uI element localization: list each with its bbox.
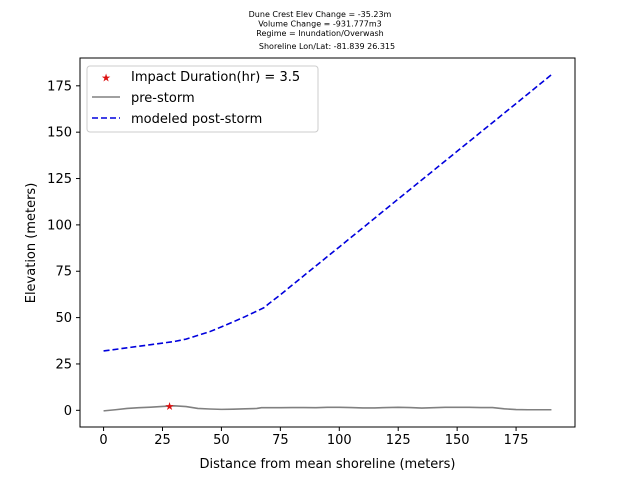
legend-marker-star: ★: [101, 72, 111, 85]
series-line-modeled-post-storm: [103, 74, 552, 352]
series-line-pre-storm: [103, 405, 552, 412]
legend: ★ Impact Duration(hr) = 3.5 pre-storm mo…: [86, 65, 319, 133]
y-tick-label: 50: [55, 311, 72, 326]
legend-label-post-storm: modeled post-storm: [131, 112, 262, 127]
title-line-4: Shoreline Lon/Lat: -81.839 26.315: [259, 42, 395, 51]
legend-label-marker: Impact Duration(hr) = 3.5: [131, 70, 300, 85]
axes-border: [79, 57, 576, 428]
x-tick-label: 25: [154, 433, 171, 448]
x-tick-label: 100: [327, 433, 352, 448]
impact-marker-star: ★: [165, 400, 175, 413]
x-tick-label: 150: [445, 433, 470, 448]
y-axis-label: Elevation (meters): [24, 183, 39, 304]
y-tick-label: 0: [64, 404, 72, 419]
x-tick-label: 75: [272, 433, 289, 448]
y-axis: 0 25 50 75 100 125 150 175: [47, 79, 80, 419]
x-tick-label: 125: [386, 433, 411, 448]
series-layer: ★: [103, 74, 552, 413]
title-line-3: Regime = Inundation/Overwash: [256, 29, 383, 38]
legend-box: [86, 65, 319, 133]
chart-title: Dune Crest Elev Change = -35.23m Volume …: [249, 10, 395, 51]
x-tick-label: 0: [99, 433, 107, 448]
y-tick-label: 100: [47, 218, 72, 233]
x-tick-label: 175: [504, 433, 529, 448]
x-tick-label: 50: [213, 433, 230, 448]
x-axis: 0 25 50 75 100 125 150 175: [99, 427, 528, 448]
legend-label-pre-storm: pre-storm: [131, 91, 195, 106]
y-tick-label: 125: [47, 172, 72, 187]
x-axis-label: Distance from mean shoreline (meters): [200, 457, 456, 472]
title-line-2: Volume Change = -931.777m3: [258, 20, 382, 29]
y-tick-label: 75: [55, 265, 72, 280]
y-tick-label: 175: [47, 79, 72, 94]
y-tick-label: 25: [55, 357, 72, 372]
axes-frame: [79, 57, 576, 428]
y-tick-label: 150: [47, 126, 72, 141]
title-line-1: Dune Crest Elev Change = -35.23m: [249, 10, 392, 19]
